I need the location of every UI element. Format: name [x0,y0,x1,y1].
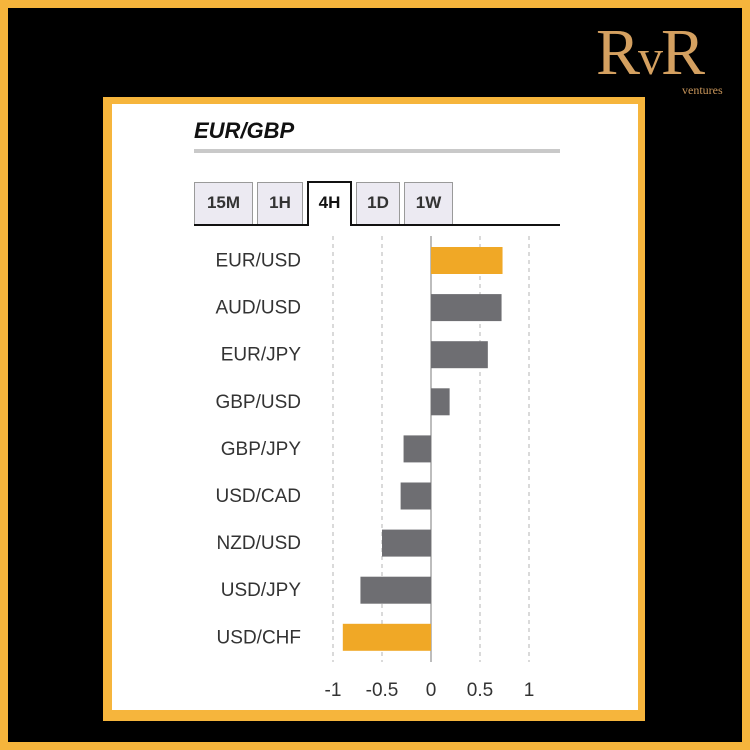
logo-wordmark: RvR [596,16,705,89]
tab-4h[interactable]: 4H [307,181,352,226]
bar [431,388,450,416]
tab-1h[interactable]: 1H [257,182,303,224]
tab-baseline [194,224,560,226]
category-label: GBP/USD [215,392,301,413]
bar [431,294,502,322]
category-label: EUR/USD [215,251,301,272]
x-tick-label: 0 [426,680,437,701]
category-label: GBP/JPY [221,439,302,460]
bar [431,341,488,369]
page-title: EUR/GBP [194,118,295,143]
x-tick-label: -0.5 [366,680,399,701]
category-label: NZD/USD [217,533,301,554]
bar [400,482,431,510]
category-label: USD/JPY [221,580,302,601]
bar [360,576,431,604]
logo-subtitle: ventures [682,83,723,97]
bar [342,623,431,651]
category-label: USD/CHF [217,627,301,648]
x-tick-label: 0.5 [467,680,493,701]
brand-logo: RvR ventures [596,20,736,100]
x-tick-label: -1 [325,680,342,701]
tab-1d[interactable]: 1D [356,182,400,224]
category-label: USD/CAD [215,486,301,507]
bar [431,247,503,274]
category-label: AUD/USD [215,298,301,319]
title-underline [194,149,560,153]
tab-15m[interactable]: 15M [194,182,253,224]
x-tick-label: 1 [524,680,535,701]
tab-1w[interactable]: 1W [404,182,453,224]
category-label: EUR/JPY [221,345,302,366]
bar [403,435,431,463]
bar [382,529,431,557]
